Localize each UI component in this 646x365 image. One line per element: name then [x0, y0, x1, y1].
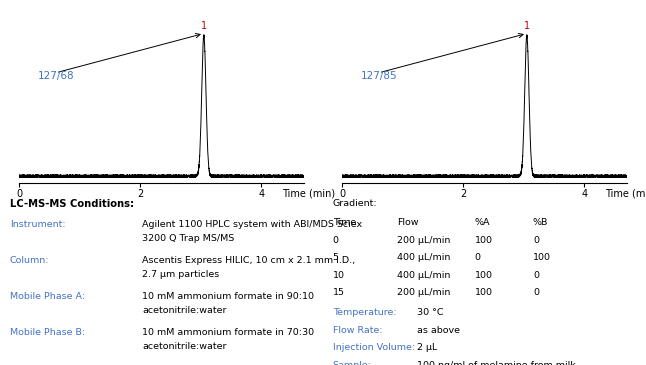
Text: Column:: Column: — [10, 256, 49, 265]
Text: Gradient:: Gradient: — [333, 199, 377, 208]
Text: 100: 100 — [475, 288, 493, 297]
Text: 100 ng/ml of melamine from milk: 100 ng/ml of melamine from milk — [417, 361, 576, 365]
Text: 15: 15 — [333, 288, 345, 297]
Text: Time (min): Time (min) — [605, 189, 646, 199]
Text: 0: 0 — [533, 288, 539, 297]
Text: Flow: Flow — [397, 218, 419, 227]
Text: 0: 0 — [333, 236, 339, 245]
Text: Mobile Phase B:: Mobile Phase B: — [10, 328, 85, 337]
Text: as above: as above — [417, 326, 460, 335]
Text: 1: 1 — [524, 21, 530, 31]
Text: 400 μL/min: 400 μL/min — [397, 271, 451, 280]
Text: 200 μL/min: 200 μL/min — [397, 288, 451, 297]
Text: Instrument:: Instrument: — [10, 220, 65, 229]
Text: 0: 0 — [533, 236, 539, 245]
Text: Time: Time — [333, 218, 356, 227]
Text: 127/85: 127/85 — [360, 71, 397, 81]
Text: %B: %B — [533, 218, 548, 227]
Text: LC-MS-MS Conditions:: LC-MS-MS Conditions: — [10, 199, 134, 209]
Text: Injection Volume:: Injection Volume: — [333, 343, 415, 353]
Text: Sample:: Sample: — [333, 361, 371, 365]
Text: acetonitrile:water: acetonitrile:water — [142, 342, 227, 350]
Text: 100: 100 — [475, 271, 493, 280]
Text: 10 mM ammonium formate in 90:10: 10 mM ammonium formate in 90:10 — [142, 292, 314, 301]
Text: Ascentis Express HILIC, 10 cm x 2.1 mm I.D.,: Ascentis Express HILIC, 10 cm x 2.1 mm I… — [142, 256, 355, 265]
Text: acetonitrile:water: acetonitrile:water — [142, 306, 227, 315]
Text: 1: 1 — [201, 21, 207, 31]
Text: 5: 5 — [333, 253, 339, 262]
Text: 100: 100 — [475, 236, 493, 245]
Text: Mobile Phase A:: Mobile Phase A: — [10, 292, 85, 301]
Text: 10 mM ammonium formate in 70:30: 10 mM ammonium formate in 70:30 — [142, 328, 314, 337]
Text: 2 μL: 2 μL — [417, 343, 437, 353]
Text: 30 °C: 30 °C — [417, 308, 443, 318]
Text: 10: 10 — [333, 271, 345, 280]
Text: 0: 0 — [533, 271, 539, 280]
Text: 127/68: 127/68 — [37, 71, 74, 81]
Text: 400 μL/min: 400 μL/min — [397, 253, 451, 262]
Text: Agilent 1100 HPLC system with ABI/MDS Sciex: Agilent 1100 HPLC system with ABI/MDS Sc… — [142, 220, 362, 229]
Text: %A: %A — [475, 218, 490, 227]
Text: 200 μL/min: 200 μL/min — [397, 236, 451, 245]
Text: Temperature:: Temperature: — [333, 308, 396, 318]
Text: 2.7 μm particles: 2.7 μm particles — [142, 270, 220, 279]
Text: 0: 0 — [475, 253, 481, 262]
Text: Time (min): Time (min) — [282, 189, 335, 199]
Text: 100: 100 — [533, 253, 551, 262]
Text: 3200 Q Trap MS/MS: 3200 Q Trap MS/MS — [142, 234, 234, 243]
Text: Flow Rate:: Flow Rate: — [333, 326, 382, 335]
